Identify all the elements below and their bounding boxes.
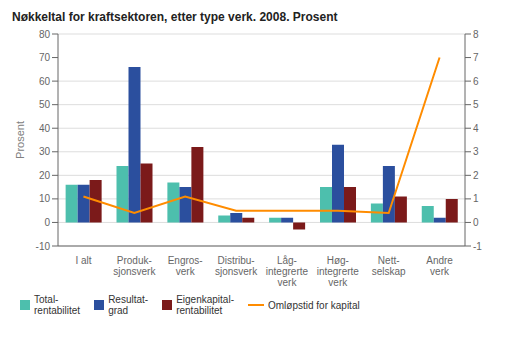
html-text:Eigenkapital- rentabilitet: Eigenkapital- rentabilitet [176, 294, 234, 316]
svg-text:Låg-integrerteverk: Låg-integrerteverk [266, 255, 309, 288]
html-text:Omløpstid for kapital: Omløpstid for kapital [268, 299, 360, 311]
svg-text:70: 70 [39, 52, 51, 63]
svg-text:-1: -1 [473, 241, 482, 252]
svg-text:0: 0 [473, 217, 479, 228]
svg-text:1: 1 [473, 193, 479, 204]
svg-text:Produk-sjonsverk: Produk-sjonsverk [113, 255, 156, 277]
svg-text:40: 40 [39, 123, 51, 134]
svg-text:80: 80 [39, 29, 51, 40]
svg-text:6: 6 [473, 76, 479, 87]
svg-text:2: 2 [473, 170, 479, 181]
svg-text:Nett-selskap: Nett-selskap [372, 255, 406, 277]
html-text:Nøkkeltal for kraftsektoren, e: Nøkkeltal for kraftsektoren, etter type … [12, 10, 338, 24]
svg-text:I alt: I alt [75, 255, 91, 266]
svg-text:Engros-verk: Engros-verk [168, 255, 203, 277]
svg-text:60: 60 [39, 76, 51, 87]
svg-text:Andreverk: Andreverk [426, 255, 453, 277]
svg-text:5: 5 [473, 99, 479, 110]
html-text:Total- rentabilitet: Total- rentabilitet [34, 294, 81, 316]
svg-text:4: 4 [473, 123, 479, 134]
svg-text:-10: -10 [36, 241, 51, 252]
svg-text:Prosent: Prosent [14, 121, 26, 159]
svg-text:30: 30 [39, 146, 51, 157]
svg-text:7: 7 [473, 52, 479, 63]
svg-text:20: 20 [39, 170, 51, 181]
svg-text:Høg-integrerteverk: Høg-integrerteverk [317, 255, 360, 288]
svg-text:0: 0 [44, 217, 50, 228]
svg-text:50: 50 [39, 99, 51, 110]
html-text:Resultat- grad: Resultat- grad [108, 294, 149, 316]
svg-text:10: 10 [39, 193, 51, 204]
svg-text:8: 8 [473, 29, 479, 40]
svg-text:Distribu-sjonsverk: Distribu-sjonsverk [215, 255, 258, 277]
svg-text:3: 3 [473, 146, 479, 157]
